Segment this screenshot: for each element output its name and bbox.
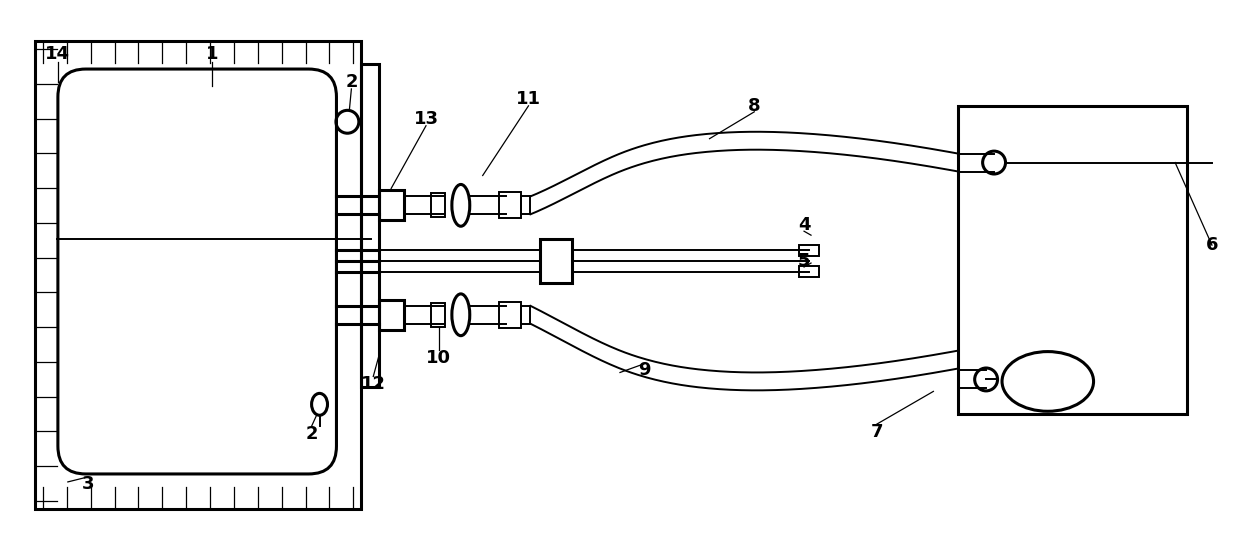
Text: 12: 12 xyxy=(361,375,386,394)
Text: 5: 5 xyxy=(797,252,810,270)
Bar xyxy=(432,303,445,327)
Text: 6: 6 xyxy=(1205,236,1218,254)
Bar xyxy=(498,192,521,218)
Bar xyxy=(379,191,404,220)
Text: 4: 4 xyxy=(797,216,810,234)
Text: 8: 8 xyxy=(748,97,760,115)
Bar xyxy=(432,193,445,217)
Bar xyxy=(35,41,361,509)
Bar xyxy=(541,239,572,283)
Text: 10: 10 xyxy=(427,349,451,367)
Bar xyxy=(959,106,1187,414)
Bar xyxy=(799,266,818,277)
Text: 1: 1 xyxy=(206,45,218,63)
Text: 11: 11 xyxy=(516,90,541,108)
Bar xyxy=(799,245,818,256)
Text: 14: 14 xyxy=(46,45,71,63)
Bar xyxy=(498,302,521,328)
Text: 7: 7 xyxy=(870,423,883,441)
Bar xyxy=(521,197,531,214)
Text: 2: 2 xyxy=(305,425,317,443)
Bar xyxy=(361,64,379,387)
Text: 13: 13 xyxy=(413,110,439,128)
Bar xyxy=(521,306,531,324)
Bar xyxy=(379,300,404,330)
Text: 2: 2 xyxy=(345,73,357,91)
Text: 3: 3 xyxy=(82,475,94,493)
Text: 9: 9 xyxy=(639,362,651,380)
